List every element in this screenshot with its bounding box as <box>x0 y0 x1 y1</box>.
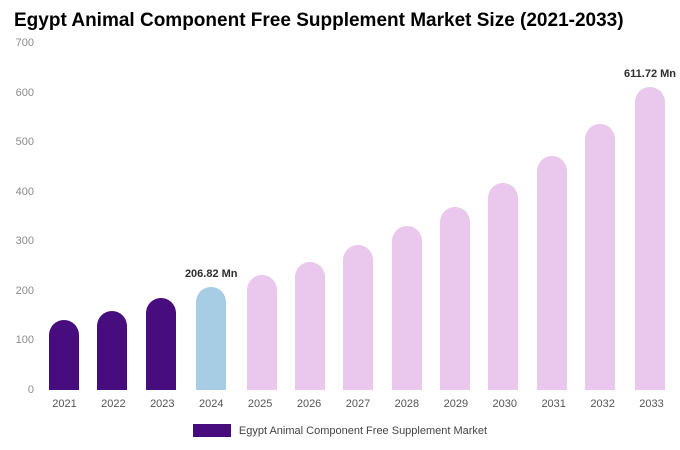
x-tick-label: 2027 <box>345 398 371 410</box>
y-tick-label: 200 <box>15 284 34 297</box>
bar-slot-2023 <box>137 43 185 390</box>
bar-2031 <box>536 156 567 390</box>
bar-2032 <box>584 123 615 390</box>
x-tick-label: 2031 <box>541 398 566 410</box>
x-tick-label: 2033 <box>639 398 664 410</box>
x-tick-label: 2023 <box>150 398 175 410</box>
bar-2022 <box>97 310 128 390</box>
y-tick-label: 300 <box>15 235 34 248</box>
bar-2027 <box>343 244 374 390</box>
x-tick-label: 2030 <box>492 398 517 410</box>
bar-slot-2026 <box>286 43 334 390</box>
bar-slot-2025 <box>238 43 286 390</box>
y-tick-label: 0 <box>27 384 34 396</box>
bar-slot-2031 <box>527 43 575 390</box>
x-tick-label: 2026 <box>296 398 322 410</box>
y-tick-label: 500 <box>15 136 34 149</box>
y-tick-label: 700 <box>15 37 34 49</box>
bars-area: 206.82 Mn 611.72 Mn <box>40 43 676 390</box>
bar-chart: 0 100 200 300 400 500 600 700 206.82 Mn 611.72 M… <box>8 37 676 396</box>
bar-slot-2028 <box>382 43 430 390</box>
bar-2028 <box>391 226 422 390</box>
bar-2029 <box>439 206 470 390</box>
bar-slot-2024: 206.82 Mn <box>185 43 238 390</box>
x-tick-label: 2029 <box>443 398 469 410</box>
y-axis: 0 100 200 300 400 500 600 700 <box>8 37 34 396</box>
x-tick-label: 2022 <box>101 398 126 410</box>
bar-slot-2027 <box>334 43 382 390</box>
bar-value-label: 611.72 Mn <box>624 67 677 80</box>
bar-slot-2033: 611.72 Mn <box>624 43 676 390</box>
bar-slot-2032 <box>576 43 624 390</box>
x-axis: 2021 2022 2023 2024 2025 2026 2027 2028 2029 2030… <box>40 398 676 410</box>
x-tick-label: 2021 <box>52 398 77 410</box>
x-tick-label: 2028 <box>394 398 420 410</box>
bar-2024 <box>196 287 227 390</box>
x-tick-label: 2024 <box>198 398 224 410</box>
legend-swatch <box>192 424 231 437</box>
bar-2025 <box>246 275 277 390</box>
x-tick-label: 2025 <box>247 398 273 410</box>
bar-value-label: 206.82 Mn <box>184 268 238 281</box>
bar-slot-2029 <box>431 43 479 390</box>
bar-2030 <box>488 183 519 390</box>
y-tick-label: 400 <box>15 185 34 198</box>
legend: Egypt Animal Component Free Supplement M… <box>0 424 680 437</box>
bar-slot-2021 <box>40 43 88 390</box>
y-tick-label: 600 <box>15 86 34 99</box>
bar-2023 <box>145 298 176 390</box>
bar-2026 <box>295 262 325 390</box>
bar-2021 <box>49 320 80 390</box>
y-tick-label: 100 <box>15 334 34 347</box>
x-tick-label: 2032 <box>590 398 615 410</box>
chart-title: Egypt Animal Component Free Supplement M… <box>14 10 624 31</box>
bar-2033 <box>635 86 666 390</box>
legend-label: Egypt Animal Component Free Supplement M… <box>238 424 488 437</box>
bar-slot-2030 <box>479 43 527 390</box>
bar-slot-2022 <box>88 43 136 390</box>
